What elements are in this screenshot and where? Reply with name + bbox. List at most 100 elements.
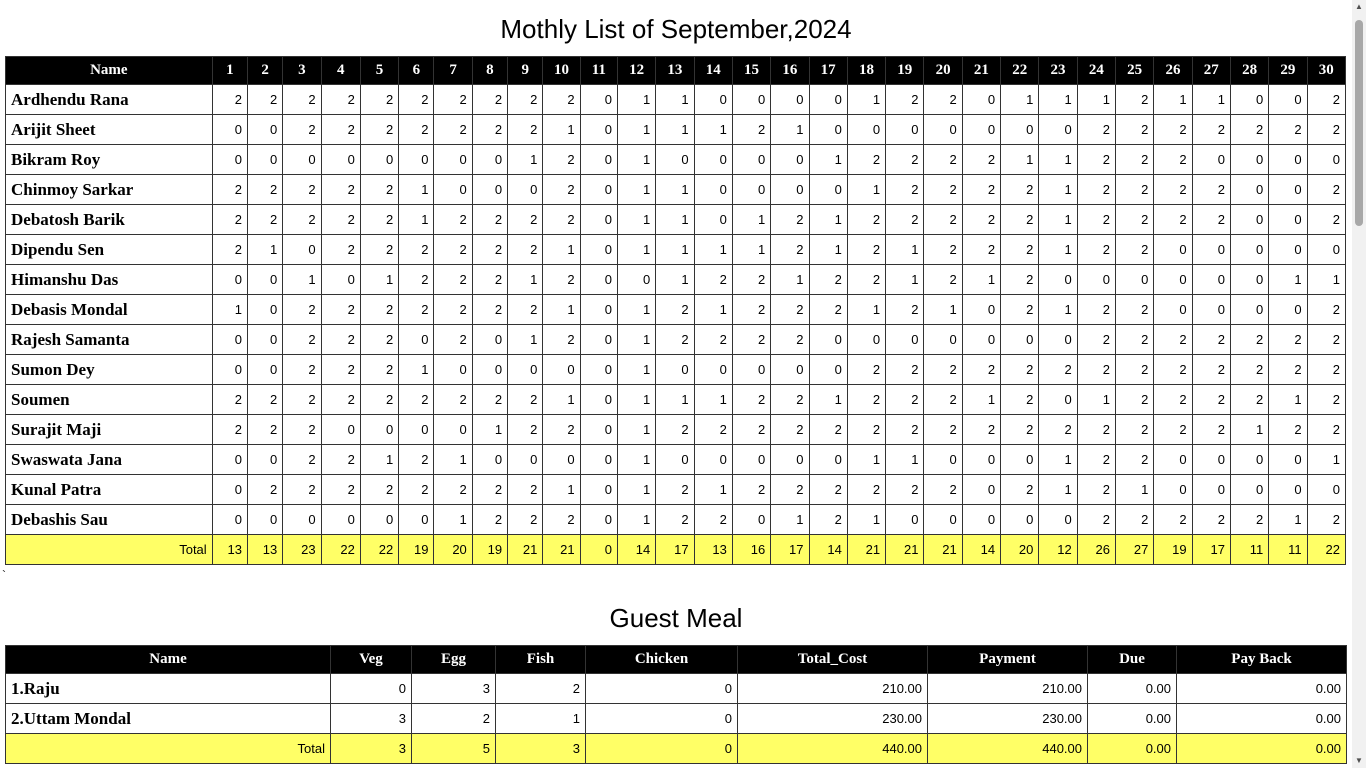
meal-count-cell: 0 — [1153, 264, 1193, 295]
column-header-day: 15 — [731, 56, 772, 85]
meal-count-cell: 2 — [542, 264, 581, 295]
meal-count-cell: 2 — [1268, 114, 1308, 145]
meal-count-cell: 0 — [961, 474, 1002, 505]
meal-count-cell: 0 — [693, 144, 733, 175]
meal-count-cell: 2 — [211, 384, 248, 415]
meal-count-cell: 0 — [1076, 264, 1117, 295]
guest-column-header: Pay Back — [1176, 645, 1347, 674]
meal-count-cell: 2 — [1306, 84, 1347, 115]
meal-count-cell: 0 — [433, 174, 473, 205]
meal-count-cell: 1 — [1306, 444, 1347, 475]
meal-count-cell: 0 — [1038, 384, 1078, 415]
meal-count-cell: 2 — [320, 294, 361, 325]
meal-count-cell: 1 — [398, 204, 435, 235]
meal-count-cell: 2 — [923, 264, 963, 295]
vertical-scrollbar[interactable]: ▲ ▼ — [1352, 0, 1366, 768]
meal-count-cell: 0 — [808, 324, 848, 355]
member-name: Dipendu Sen — [5, 234, 213, 265]
guest-column-header: Name — [5, 645, 331, 674]
meal-count-cell: 2 — [398, 84, 435, 115]
meal-count-cell: 1 — [211, 294, 248, 325]
meal-count-cell: 0 — [359, 504, 400, 535]
meal-count-cell: 0 — [770, 174, 810, 205]
meal-count-cell: 0 — [1229, 144, 1270, 175]
meal-count-cell: 2 — [1076, 174, 1117, 205]
meal-count-cell: 2 — [1268, 324, 1308, 355]
meal-count-cell: 2 — [542, 324, 581, 355]
meal-count-cell: 2 — [398, 114, 435, 145]
meal-count-cell: 2 — [846, 414, 887, 445]
meal-count-cell: 2 — [808, 474, 848, 505]
meal-count-cell: 1 — [398, 174, 435, 205]
column-header-day: 20 — [923, 56, 963, 85]
column-header-day: 25 — [1114, 56, 1155, 85]
meal-count-cell: 0 — [1153, 294, 1193, 325]
meal-count-cell: 0 — [1153, 474, 1193, 505]
meal-count-cell: 1 — [359, 444, 400, 475]
meal-count-cell: 1 — [693, 234, 733, 265]
meal-count-cell: 2 — [731, 474, 772, 505]
guest-value-cell: 2 — [495, 673, 586, 704]
meal-count-cell: 1 — [542, 114, 581, 145]
meal-count-cell: 0 — [693, 84, 733, 115]
meal-count-cell: 1 — [1038, 144, 1078, 175]
meal-count-cell: 0 — [1229, 294, 1270, 325]
meal-count-cell: 2 — [398, 444, 435, 475]
meal-count-cell: 0 — [731, 174, 772, 205]
meal-count-cell: 1 — [961, 264, 1002, 295]
guest-value-cell: 0.00 — [1087, 673, 1177, 704]
meal-count-cell: 2 — [282, 174, 322, 205]
meal-count-cell: 2 — [359, 234, 400, 265]
meal-count-cell: 2 — [320, 84, 361, 115]
total-cell: 21 — [846, 534, 887, 565]
column-header-day: 9 — [507, 56, 544, 85]
meal-count-cell: 1 — [693, 384, 733, 415]
meal-count-cell: 2 — [693, 414, 733, 445]
meal-count-cell: 2 — [433, 84, 473, 115]
total-cell: 20 — [1000, 534, 1040, 565]
member-name: Arijit Sheet — [5, 114, 213, 145]
total-cell: 11 — [1229, 534, 1270, 565]
meal-count-cell: 1 — [655, 84, 695, 115]
meal-count-cell: 0 — [320, 504, 361, 535]
guest-value-cell: 230.00 — [737, 703, 928, 734]
meal-count-cell: 2 — [359, 324, 400, 355]
scrollbar-thumb[interactable] — [1355, 20, 1363, 226]
column-header-day: 23 — [1038, 56, 1078, 85]
meal-count-cell: 2 — [923, 474, 963, 505]
scroll-down-arrow-icon[interactable]: ▼ — [1355, 756, 1363, 765]
member-name: Debatosh Barik — [5, 204, 213, 235]
meal-count-cell: 0 — [282, 144, 322, 175]
meal-count-cell: 2 — [398, 384, 435, 415]
meal-count-cell: 1 — [1038, 174, 1078, 205]
column-header-day: 16 — [770, 56, 810, 85]
meal-count-cell: 2 — [1076, 444, 1117, 475]
column-header-day: 28 — [1229, 56, 1270, 85]
meal-count-cell: 2 — [923, 414, 963, 445]
meal-count-cell: 0 — [433, 414, 473, 445]
meal-count-cell: 1 — [655, 234, 695, 265]
meal-count-cell: 1 — [616, 384, 657, 415]
meal-count-cell: 2 — [1153, 324, 1193, 355]
meal-count-cell: 2 — [846, 234, 887, 265]
meal-count-cell: 2 — [1076, 204, 1117, 235]
meal-count-cell: 0 — [846, 324, 887, 355]
scroll-up-arrow-icon[interactable]: ▲ — [1355, 2, 1363, 11]
meal-count-cell: 0 — [579, 204, 618, 235]
meal-count-cell: 2 — [731, 324, 772, 355]
column-header-day: 5 — [359, 56, 400, 85]
member-row: Himanshu Das 0 0 1 0 1 2 2 2 1 2 0 0 1 2 2 1 2 2 1 2 1 2 0 0 0 0 0 0… — [5, 264, 1347, 295]
meal-count-cell: 2 — [1076, 324, 1117, 355]
meal-count-cell: 0 — [471, 324, 509, 355]
meal-count-cell: 0 — [507, 354, 544, 385]
meal-count-cell: 2 — [885, 174, 925, 205]
member-row: Chinmoy Sarkar 2 2 2 2 2 1 0 0 0 2 0 1 1 0 0 0 0 1 2 2 2 2 1 2 2 2… — [5, 174, 1347, 205]
column-header-day: 1 — [211, 56, 248, 85]
meal-count-cell: 1 — [507, 264, 544, 295]
meal-count-cell: 1 — [846, 84, 887, 115]
meal-count-cell: 0 — [731, 504, 772, 535]
meal-count-cell: 1 — [885, 234, 925, 265]
meal-count-cell: 0 — [507, 174, 544, 205]
meal-count-cell: 2 — [770, 294, 810, 325]
meal-count-cell: 0 — [1191, 294, 1231, 325]
